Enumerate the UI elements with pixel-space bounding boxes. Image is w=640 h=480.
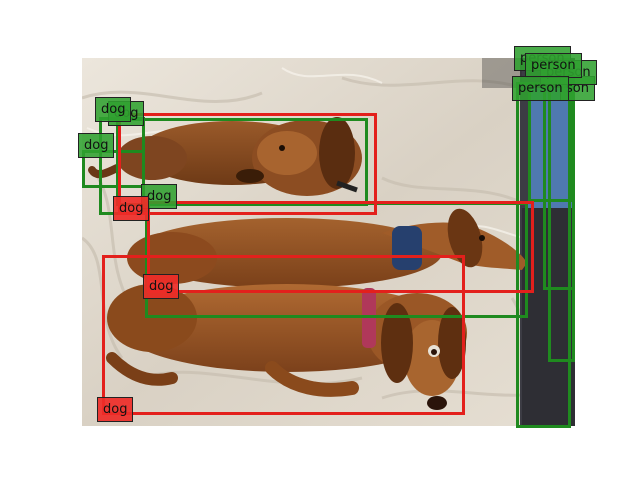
- top-dog: [88, 117, 362, 196]
- dogs-on-bed-image: [82, 58, 575, 426]
- bottom-dog: [106, 284, 467, 410]
- photo: [82, 58, 575, 426]
